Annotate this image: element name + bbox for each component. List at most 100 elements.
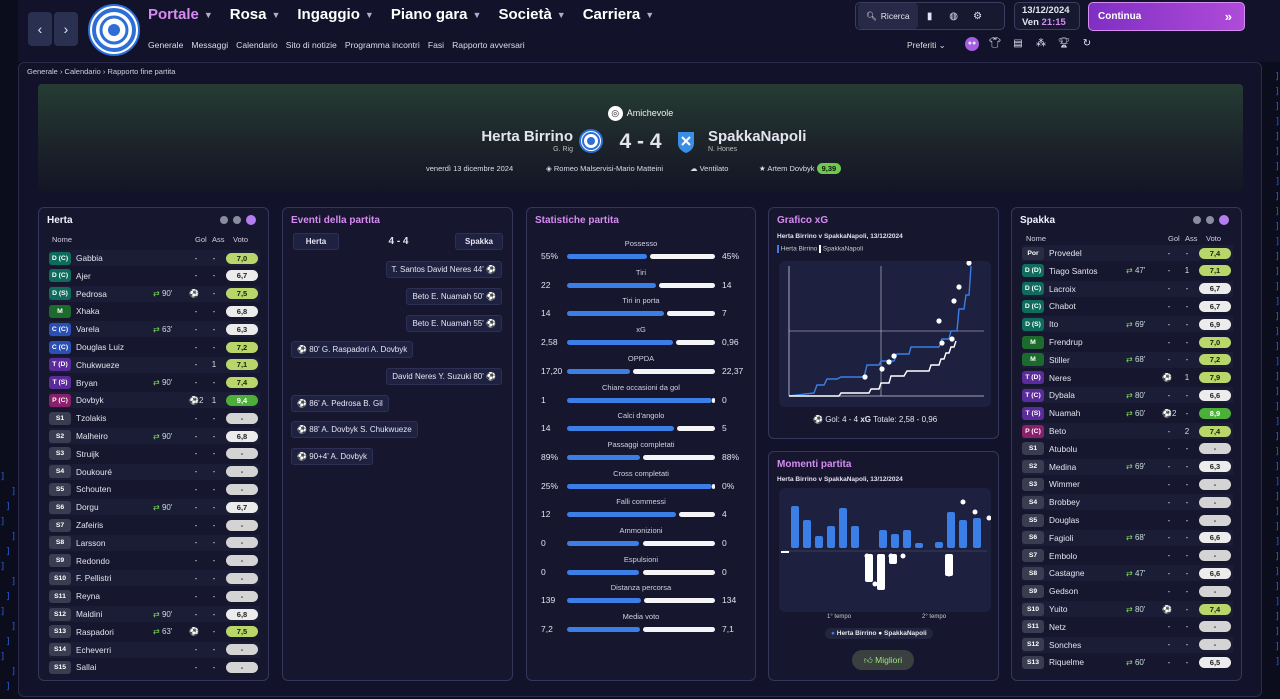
player-name[interactable]: Varela [76,324,100,335]
player-row[interactable]: S2 Medina ⇄ 69' - -6,3 [1022,458,1233,475]
match-event[interactable]: ⚽ 90+4' A. Dovbyk [291,448,373,465]
match-event[interactable]: ⚽ 88' A. Dovbyk S. Chukwueze [291,421,418,438]
player-name[interactable]: Doukouré [76,466,112,477]
player-name[interactable]: Chukwueze [76,359,120,370]
match-event[interactable]: Beto E. Nuamah 55' ⚽ [406,315,502,332]
player-name[interactable]: Nuamah [1049,408,1081,419]
player-name[interactable]: Brobbey [1049,497,1080,508]
player-name[interactable]: Raspadori [76,626,114,637]
player-row[interactable]: S13 Riquelme ⇄ 60' - -6,5 [1022,654,1233,671]
chat-icon[interactable]: ●● [965,37,979,51]
panel-page-dots[interactable] [1193,215,1229,225]
match-event[interactable]: ⚽ 86' A. Pedrosa B. Gil [291,395,389,412]
player-name[interactable]: Dovbyk [76,395,104,406]
menu-carriera[interactable]: Carriera ▼ [582,6,655,23]
match-event[interactable]: T. Santos David Neres 44' ⚽ [385,261,502,278]
player-row[interactable]: S2 Malheiro ⇄ 90' - -6,8 [49,428,260,444]
best-moments-button[interactable]: 👍︎ Migliori [852,650,914,670]
submenu-fasi[interactable]: Fasi [427,40,445,50]
player-name[interactable]: Ajer [76,270,91,281]
player-name[interactable]: Struijk [76,448,100,459]
player-name[interactable]: Medina [1049,461,1077,472]
forward-button[interactable]: › [54,12,78,46]
player-name[interactable]: Dorgu [76,502,99,513]
gear-icon[interactable]: ⚙ [973,10,983,22]
player-name[interactable]: Echeverri [76,644,112,655]
home-team-name[interactable]: Herta Birrino [481,128,573,145]
notebook-icon[interactable]: ▮ [926,10,933,22]
player-name[interactable]: Wimmer [1049,479,1080,490]
match-event[interactable]: David Neres Y. Suzuki 80' ⚽ [386,368,502,385]
menu-rosa[interactable]: Rosa ▼ [229,6,281,23]
player-row[interactable]: T (C) Dybala ⇄ 80' - -6,6 [1022,387,1233,404]
player-name[interactable]: Frendrup [1049,337,1083,347]
player-row[interactable]: T (S) Nuamah ⇄ 60' ⚽2 2 -8,9 [1022,405,1233,422]
player-name[interactable]: Redondo [76,555,110,566]
player-of-match[interactable]: ★ Artem Dovbyk 9,39 [759,163,842,174]
match-event[interactable]: Beto E. Nuamah 50' ⚽ [406,288,502,305]
menu-societa[interactable]: Società ▼ [498,6,566,23]
player-name[interactable]: Netz [1049,621,1067,632]
player-name[interactable]: Provedel [1049,248,1082,258]
player-row[interactable]: D (S) Pedrosa ⇄ 90' ⚽ 1 -7,5 [49,285,260,302]
player-name[interactable]: Pedrosa [76,288,107,299]
player-name[interactable]: Lacroix [1049,283,1076,294]
tactics-icon[interactable]: ⁂ [1036,38,1046,49]
player-name[interactable]: Sonches [1049,639,1082,650]
player-name[interactable]: Xhaka [76,306,100,317]
player-name[interactable]: Fagioli [1049,532,1074,543]
game-date[interactable]: 13/12/2024 Ven 21:15 [1014,2,1080,30]
player-name[interactable]: Neres [1049,372,1072,383]
globe-icon[interactable]: ◍ [949,10,958,22]
clipboard-icon[interactable]: ▤ [1013,38,1023,49]
player-row[interactable]: C (C) Varela ⇄ 63' - -6,3 [49,321,260,338]
player-row[interactable]: S10 Yuito ⇄ 80' ⚽ 1 -7,4 [1022,601,1233,617]
player-row[interactable]: S6 Fagioli ⇄ 68' - -6,6 [1022,529,1233,546]
player-row[interactable]: T (D)Chukwueze⇄ -17,1 [49,356,260,373]
player-name[interactable]: Douglas [1049,515,1080,525]
player-name[interactable]: Embolo [1049,550,1078,561]
player-row[interactable]: M Stiller ⇄ 68' - -7,2 [1022,351,1233,368]
panel-page-dots[interactable] [220,215,256,225]
submenu-rapporto[interactable]: Rapporto avversari [452,40,525,50]
player-name[interactable]: Tzolakis [76,413,107,424]
menu-piano-gara[interactable]: Piano gara ▼ [390,6,482,23]
player-row[interactable]: D (C)Chabot⇄ --6,7 [1022,298,1233,315]
player-name[interactable]: Beto [1049,426,1067,436]
back-button[interactable]: ‹ [28,12,52,46]
player-name[interactable]: Gedson [1049,586,1079,597]
player-row[interactable]: D (D) Tiago Santos ⇄ 47' - 1 7,1 [1022,262,1233,279]
player-row[interactable]: T (D)Neres⇄ ⚽117,9 [1022,369,1233,386]
player-name[interactable]: Tiago Santos [1049,265,1098,276]
match-event[interactable]: ⚽ 80' G. Raspadori A. Dovbyk [291,341,414,358]
submenu-programma[interactable]: Programma incontri [344,40,420,50]
menu-ingaggio[interactable]: Ingaggio ▼ [297,6,374,23]
player-name[interactable]: Sallai [76,662,97,673]
player-name[interactable]: Reyna [76,591,100,602]
player-name[interactable]: Malheiro [76,431,108,441]
crumb-calendario[interactable]: Calendario [64,67,101,76]
player-row[interactable]: S12 Maldini ⇄ 90' - -6,8 [49,606,260,622]
player-name[interactable]: Riquelme [1049,657,1085,668]
player-row[interactable]: T (S) Bryan ⇄ 90' - -7,4 [49,374,260,391]
player-row[interactable]: D (S) Ito ⇄ 69' - -6,9 [1022,316,1233,333]
submenu-generale[interactable]: Generale [148,40,184,50]
player-name[interactable]: Yuito [1049,604,1068,614]
